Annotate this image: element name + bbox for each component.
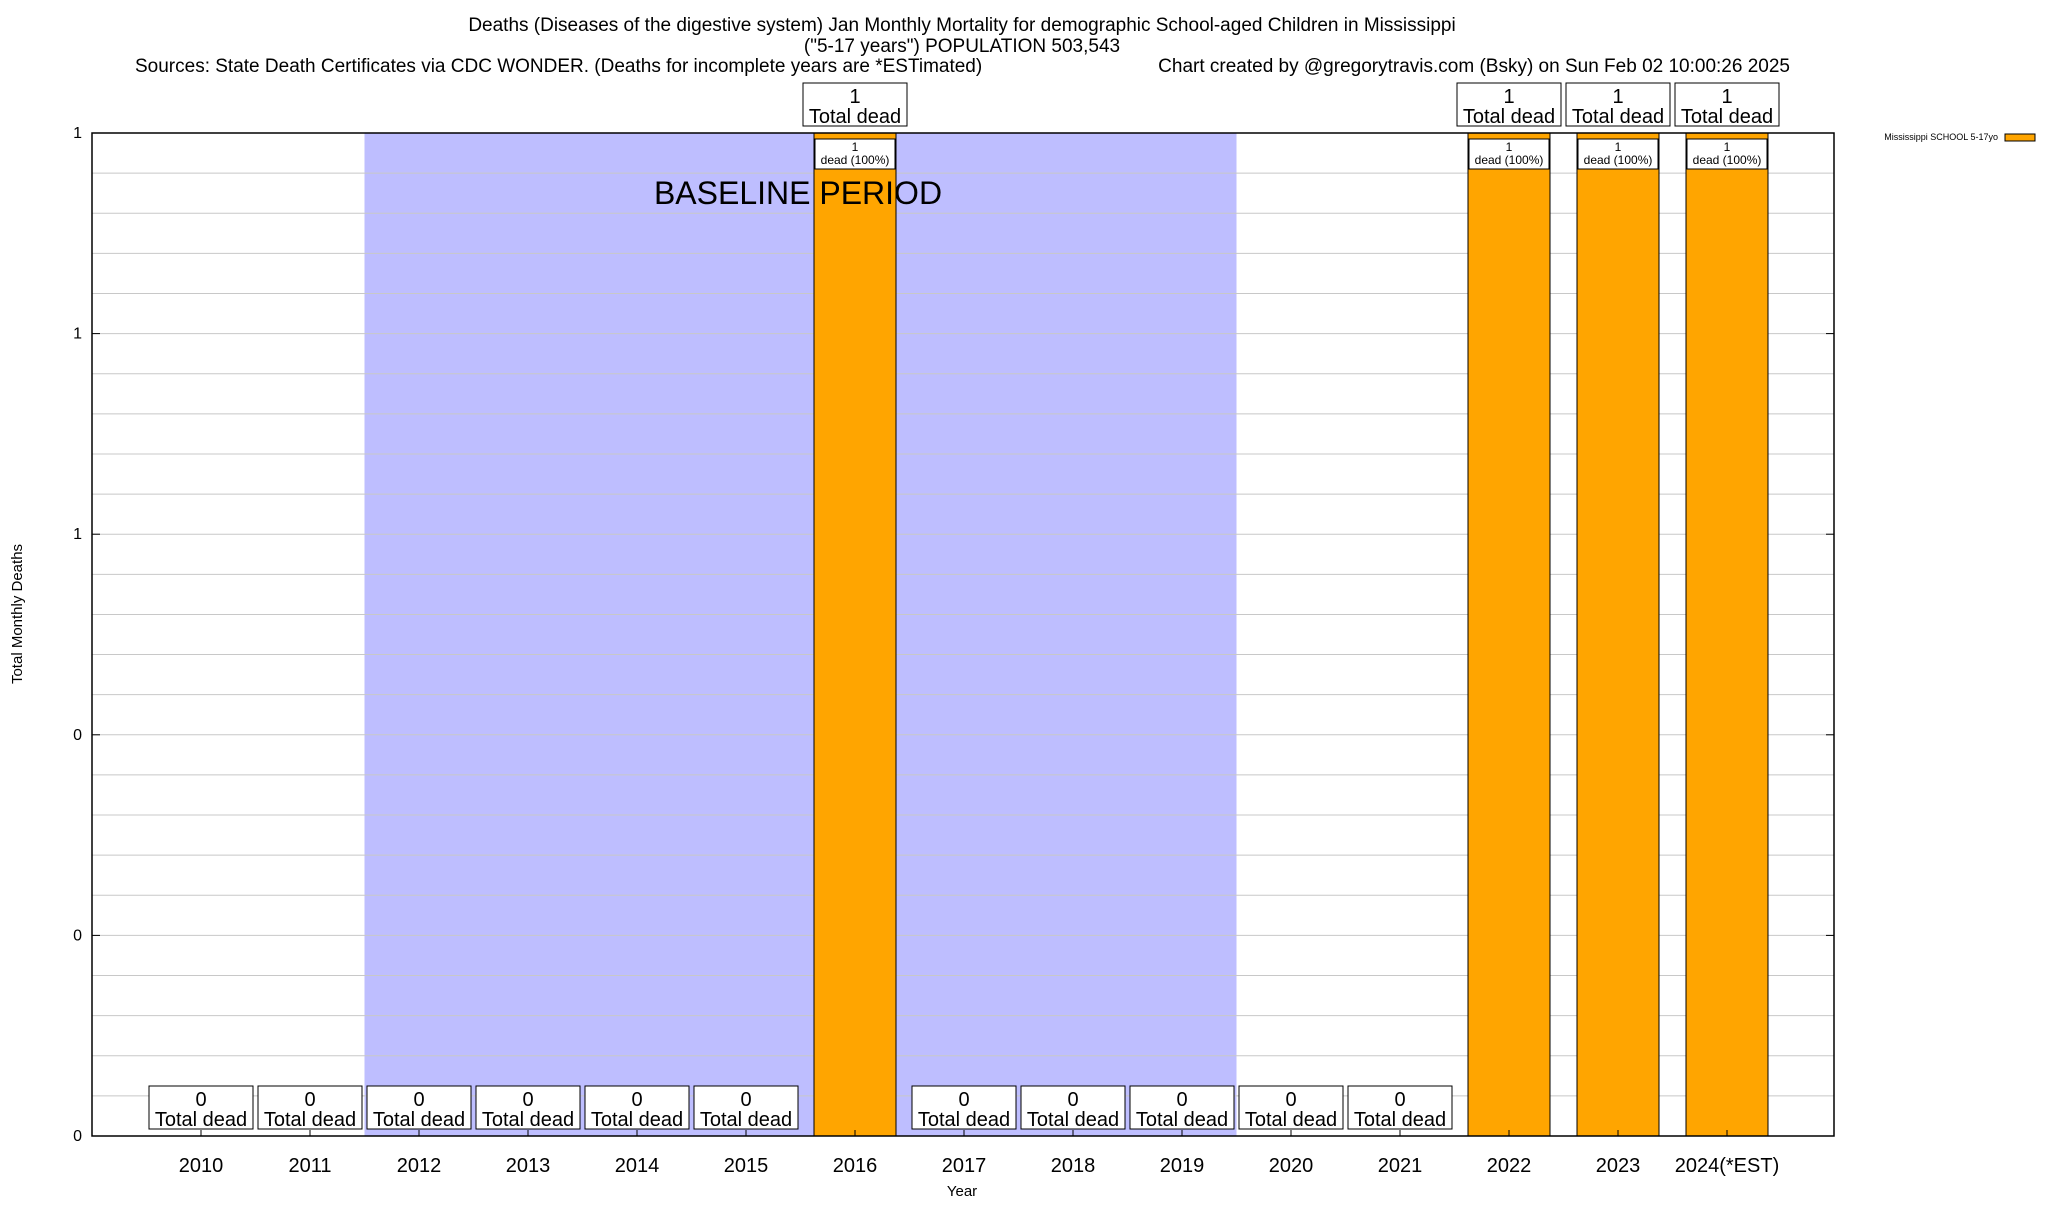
total-dead-label: Total dead (264, 1109, 356, 1131)
x-tick-label: 2022 (1487, 1155, 1532, 1177)
total-value-label: 0 (1176, 1089, 1187, 1111)
bar-percent-label: dead (100%) (1693, 153, 1762, 167)
y-tick-label: 0 (73, 727, 82, 744)
total-dead-label: Total dead (155, 1109, 247, 1131)
total-label-box (1129, 1085, 1235, 1130)
baseline-period-region (364, 133, 1237, 1136)
total-dead-label: Total dead (1245, 1109, 1337, 1131)
total-value-label: 1 (1612, 86, 1623, 108)
chart-sources: Sources: State Death Certificates via CD… (135, 56, 982, 77)
total-value-label: 0 (304, 1089, 315, 1111)
bar-label-box (1577, 138, 1659, 170)
total-label-box (1020, 1085, 1126, 1130)
total-value-label: 0 (631, 1089, 642, 1111)
total-value-label: 1 (1503, 86, 1514, 108)
total-label-box (1456, 82, 1562, 127)
total-value-label: 1 (849, 86, 860, 108)
bar (1576, 132, 1660, 1137)
bar-value-label: 1 (1724, 140, 1731, 154)
total-label-box (366, 1085, 472, 1130)
total-dead-label: Total dead (1681, 106, 1773, 128)
x-tick-label: 2016 (833, 1155, 878, 1177)
x-tick-label: 2017 (942, 1155, 987, 1177)
legend-label: Mississippi SCHOOL 5-17yo (1884, 132, 1998, 142)
total-value-label: 0 (1067, 1089, 1078, 1111)
x-tick-label: 2019 (1160, 1155, 1205, 1177)
total-label-box (1238, 1085, 1344, 1130)
total-label-box (802, 82, 908, 127)
total-label-box (475, 1085, 581, 1130)
total-label-box (1674, 82, 1780, 127)
bar-label-box (1468, 138, 1550, 170)
x-tick-label: 2015 (724, 1155, 769, 1177)
total-dead-label: Total dead (1354, 1109, 1446, 1131)
total-dead-label: Total dead (482, 1109, 574, 1131)
total-dead-label: Total dead (591, 1109, 683, 1131)
x-tick-label: 2021 (1378, 1155, 1423, 1177)
x-tick-label: 2012 (397, 1155, 442, 1177)
bar-percent-label: dead (100%) (1584, 153, 1653, 167)
total-value-label: 0 (413, 1089, 424, 1111)
y-tick-label: 1 (73, 526, 82, 543)
total-value-label: 0 (195, 1089, 206, 1111)
bar (1467, 132, 1551, 1137)
bar (813, 132, 897, 1137)
x-tick-label: 2010 (179, 1155, 224, 1177)
total-value-label: 0 (740, 1089, 751, 1111)
x-tick-label: 2024(*EST) (1675, 1155, 1780, 1177)
y-tick-label: 0 (73, 927, 82, 944)
bar-value-label: 1 (852, 140, 859, 154)
x-tick-label: 2018 (1051, 1155, 1096, 1177)
total-label-box (584, 1085, 690, 1130)
y-tick-label: 0 (73, 1128, 82, 1145)
bar-value-label: 1 (1506, 140, 1513, 154)
legend-swatch (2004, 133, 2036, 142)
bar (1685, 132, 1769, 1137)
total-dead-label: Total dead (373, 1109, 465, 1131)
x-tick-label: 2023 (1596, 1155, 1641, 1177)
total-label-box (148, 1085, 254, 1130)
x-tick-label: 2014 (615, 1155, 660, 1177)
total-label-box (911, 1085, 1017, 1130)
total-label-box (257, 1085, 363, 1130)
total-value-label: 1 (1721, 86, 1732, 108)
total-value-label: 0 (1394, 1089, 1405, 1111)
total-value-label: 0 (1285, 1089, 1296, 1111)
total-dead-label: Total dead (809, 106, 901, 128)
total-dead-label: Total dead (1463, 106, 1555, 128)
total-dead-label: Total dead (918, 1109, 1010, 1131)
total-label-box (1565, 82, 1671, 127)
chart-credit: Chart created by @gregorytravis.com (Bsk… (1158, 56, 1790, 77)
x-tick-label: 2020 (1269, 1155, 1314, 1177)
bar-percent-label: dead (100%) (821, 153, 890, 167)
total-dead-label: Total dead (700, 1109, 792, 1131)
total-value-label: 0 (522, 1089, 533, 1111)
x-tick-label: 2013 (506, 1155, 551, 1177)
chart-subtitle: ("5-17 years") POPULATION 503,543 (804, 36, 1120, 57)
total-label-box (693, 1085, 799, 1130)
x-axis-label: Year (947, 1183, 977, 1200)
total-dead-label: Total dead (1027, 1109, 1119, 1131)
y-tick-label: 1 (73, 326, 82, 343)
total-dead-label: Total dead (1572, 106, 1664, 128)
total-value-label: 0 (958, 1089, 969, 1111)
y-tick-label: 1 (73, 125, 82, 142)
bar-percent-label: dead (100%) (1475, 153, 1544, 167)
total-dead-label: Total dead (1136, 1109, 1228, 1131)
bar-value-label: 1 (1615, 140, 1622, 154)
bar-label-box (1686, 138, 1768, 170)
chart-title: Deaths (Diseases of the digestive system… (468, 15, 1455, 36)
x-tick-label: 2011 (288, 1155, 331, 1177)
plot-frame (91, 132, 1835, 1137)
y-axis-label: Total Monthly Deaths (9, 544, 26, 684)
total-label-box (1347, 1085, 1453, 1130)
bar-label-box (814, 138, 896, 170)
baseline-period-label: BASELINE PERIOD (654, 175, 942, 211)
